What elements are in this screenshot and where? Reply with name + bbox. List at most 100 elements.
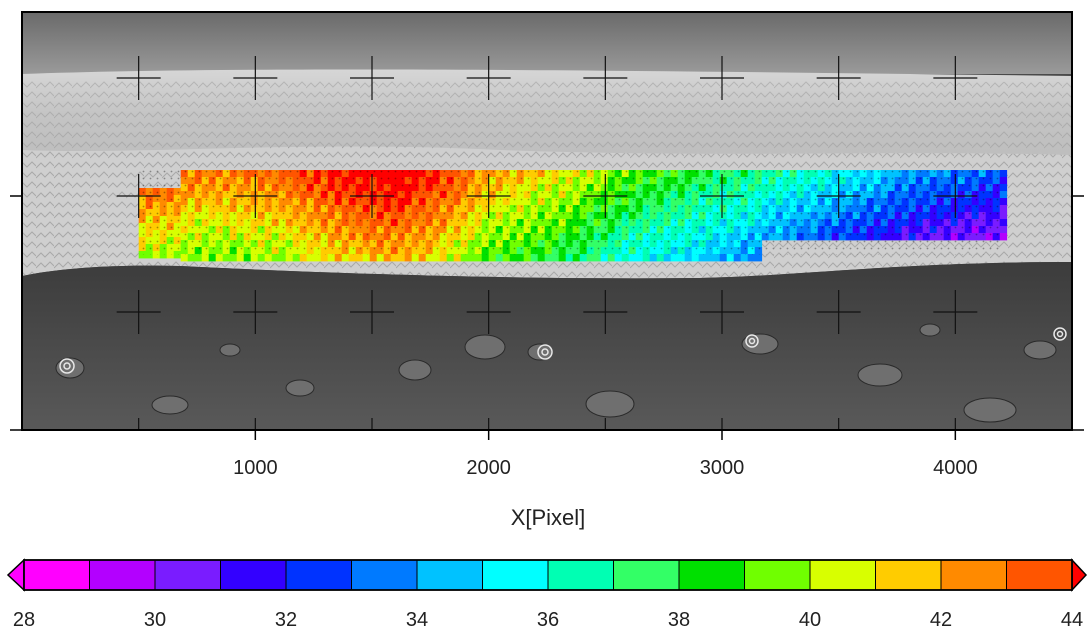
heatmap-cell	[383, 254, 392, 262]
reference-cross	[583, 290, 628, 334]
ice-surface-texture	[22, 80, 1072, 150]
heatmap-cell	[698, 254, 707, 262]
colorbar-tick-label: 40	[799, 609, 821, 631]
heatmap-cell	[509, 254, 518, 262]
reference-cross	[583, 174, 628, 218]
heatmap-cell	[397, 254, 406, 262]
heatmap-cell	[411, 254, 420, 262]
heatmap-cell	[320, 254, 329, 262]
heatmap-cell	[705, 254, 714, 262]
heatmap-cell	[222, 254, 231, 262]
heatmap-cell	[502, 254, 511, 262]
reference-cross	[116, 174, 161, 218]
heatmap-cell	[551, 254, 560, 262]
reference-cross	[933, 56, 978, 100]
heatmap-cell	[614, 254, 623, 262]
heatmap-cell	[999, 219, 1008, 227]
heatmap-cell	[999, 212, 1008, 220]
heatmap-cell	[201, 254, 210, 262]
heatmap-cell	[712, 254, 721, 262]
colorbar-bin	[89, 559, 156, 591]
heatmap-cell	[250, 254, 259, 262]
heatmap-cell	[726, 254, 735, 262]
reference-cross	[466, 174, 511, 218]
reference-cross	[700, 56, 744, 100]
heatmap-cell	[999, 177, 1008, 185]
heatmap-cell	[474, 254, 483, 262]
x-tick-label: 1000	[233, 457, 278, 479]
heatmap-cell	[558, 254, 567, 262]
colorbar-bin	[482, 559, 549, 591]
heatmap-cell	[194, 254, 203, 262]
heatmap-cell	[663, 254, 672, 262]
reference-crosses	[116, 56, 978, 431]
heatmap-cell	[677, 254, 686, 262]
heatmap-cell	[180, 254, 189, 262]
colorbar-bin	[220, 559, 287, 591]
colorbar-bin	[154, 559, 221, 591]
sky	[22, 12, 1072, 74]
heatmap-cell	[691, 254, 700, 262]
x-tick-label: 4000	[933, 457, 978, 479]
colorbar-bin	[547, 559, 614, 591]
rocks	[55, 323, 1057, 423]
heatmap-cell	[215, 254, 224, 262]
reference-cross	[700, 290, 744, 334]
heatmap-cell	[754, 254, 763, 262]
reference-cross	[233, 174, 278, 218]
reference-cross	[816, 56, 861, 100]
colorbar-tick-label: 36	[537, 609, 559, 631]
heatmap-cell	[593, 254, 602, 262]
heatmap-cell	[999, 226, 1008, 234]
heatmap-cell	[348, 254, 357, 262]
heatmap-cell	[292, 254, 301, 262]
heatmap-cell	[600, 254, 609, 262]
heatmap-cell	[460, 254, 469, 262]
heatmap-cell	[607, 254, 616, 262]
colorbar-tick-label: 28	[13, 609, 35, 631]
x-tick-label: 3000	[700, 457, 745, 479]
reference-cross	[350, 56, 394, 100]
heatmap-cell	[432, 254, 441, 262]
heatmap-cell	[670, 254, 679, 262]
heatmap-cell	[264, 254, 273, 262]
colorbar-tick-label: 44	[1061, 609, 1083, 631]
heatmap-cell	[467, 254, 476, 262]
reference-cross	[700, 174, 744, 218]
x-tick-label: 2000	[466, 457, 511, 479]
heatmap-cell	[390, 254, 399, 262]
reference-cross	[350, 174, 394, 218]
heatmap-cell	[257, 254, 266, 262]
heatmap-cell	[334, 254, 343, 262]
colorbar-tick-label: 42	[930, 609, 952, 631]
reference-cross	[466, 56, 511, 100]
heatmap-cell	[187, 254, 196, 262]
heatmap-cell	[278, 254, 287, 262]
colorbar-bin	[809, 559, 876, 591]
colorbar-bin	[285, 559, 352, 591]
heatmap-cell	[481, 254, 490, 262]
reference-cross	[116, 290, 161, 334]
heatmap-cell	[236, 254, 245, 262]
heatmap-cell	[572, 254, 581, 262]
heatmap-cell	[271, 254, 280, 262]
reference-cross	[933, 290, 978, 334]
heatmap-cell	[999, 233, 1008, 241]
heatmap-cell	[999, 198, 1008, 206]
reference-cross	[816, 290, 861, 334]
colorbar-bin	[744, 559, 811, 591]
colorbar-frame	[23, 559, 1073, 591]
heatmap-cell	[544, 254, 553, 262]
colorbar-bin	[940, 559, 1007, 591]
heatmap-cell	[439, 254, 448, 262]
heatmap-cell	[208, 254, 217, 262]
heatmap-cell	[579, 254, 588, 262]
heatmap-cell	[586, 254, 595, 262]
heatmap-cell	[299, 254, 308, 262]
heatmap-cell	[369, 254, 378, 262]
heatmap-cell	[999, 205, 1008, 213]
heatmap-cell	[285, 254, 294, 262]
heatmap-cell	[628, 254, 637, 262]
reference-cross	[933, 174, 978, 218]
